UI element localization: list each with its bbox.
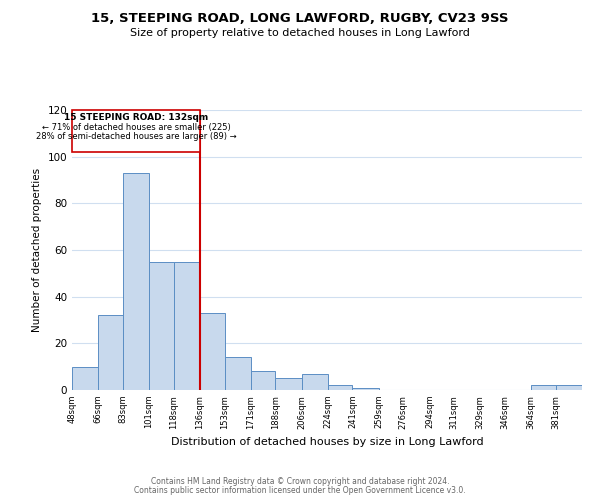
Bar: [98, 316, 123, 390]
Text: 15 STEEPING ROAD: 132sqm: 15 STEEPING ROAD: 132sqm: [64, 114, 208, 122]
Text: Contains HM Land Registry data © Crown copyright and database right 2024.: Contains HM Land Registry data © Crown c…: [151, 477, 449, 486]
Text: 15, STEEPING ROAD, LONG LAWFORD, RUGBY, CV23 9SS: 15, STEEPING ROAD, LONG LAWFORD, RUGBY, …: [91, 12, 509, 26]
Bar: [72, 366, 98, 390]
Bar: [531, 386, 556, 390]
Bar: [123, 173, 149, 390]
Bar: [352, 388, 379, 390]
Bar: [328, 386, 352, 390]
FancyBboxPatch shape: [72, 110, 200, 152]
X-axis label: Distribution of detached houses by size in Long Lawford: Distribution of detached houses by size …: [170, 437, 484, 447]
Bar: [200, 313, 224, 390]
Text: Size of property relative to detached houses in Long Lawford: Size of property relative to detached ho…: [130, 28, 470, 38]
Bar: [251, 372, 275, 390]
Text: ← 71% of detached houses are smaller (225): ← 71% of detached houses are smaller (22…: [41, 123, 230, 132]
Text: 28% of semi-detached houses are larger (89) →: 28% of semi-detached houses are larger (…: [35, 132, 236, 141]
Text: Contains public sector information licensed under the Open Government Licence v3: Contains public sector information licen…: [134, 486, 466, 495]
Bar: [224, 358, 251, 390]
Bar: [174, 262, 200, 390]
Bar: [556, 386, 582, 390]
Bar: [275, 378, 302, 390]
Bar: [149, 262, 174, 390]
Bar: [302, 374, 328, 390]
Y-axis label: Number of detached properties: Number of detached properties: [32, 168, 42, 332]
